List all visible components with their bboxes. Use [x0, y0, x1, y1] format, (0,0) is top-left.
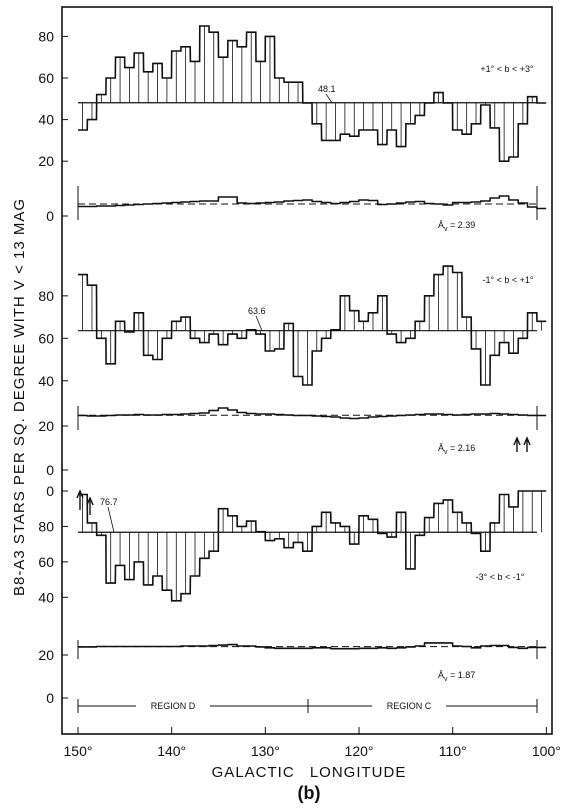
panel-3: 40 60 80 0 76.7 -3° < b < -1° Āv = 1.87 — [38, 483, 547, 683]
x-tick-label: 150° — [64, 743, 93, 759]
y-tick-label: 60 — [38, 554, 54, 570]
mean-label-leader — [325, 93, 333, 103]
extinction-y-tick-label: 0 — [46, 690, 54, 706]
extinction-y-tick-label: 20 — [38, 647, 54, 663]
plot-frame — [61, 6, 553, 735]
x-axis-ticks: 150° 140° 130° 120° 110° 100° — [64, 727, 561, 759]
extinction-step-line — [78, 407, 547, 420]
x-tick-label: 120° — [345, 743, 374, 759]
extinction-step-line — [78, 642, 547, 650]
y-tick-label: 60 — [38, 330, 54, 346]
y-tick-label: 40 — [38, 112, 54, 128]
star-count-step-line — [78, 265, 547, 386]
region-c-label-bg — [372, 699, 446, 713]
x-tick-label: 140° — [157, 743, 186, 759]
clipped-bin-arrow-head — [513, 436, 521, 446]
y-tick-label: 80 — [38, 288, 54, 304]
panel-1: 20 40 60 80 48.1 +1° < b < +3° Āv = 2.39 — [38, 25, 547, 233]
region-c-label: REGION C — [387, 701, 432, 711]
extinction-mean-label: Āv = 2.39 — [438, 220, 475, 233]
y-tick-label: 20 — [38, 153, 54, 169]
x-tick-label: 100° — [532, 743, 561, 759]
y-tick-label: 40 — [38, 373, 54, 389]
y-tick-label: 60 — [38, 70, 54, 86]
x-tick-label: 130° — [251, 743, 280, 759]
panel-latitude-label: -1° < b < +1° — [483, 275, 534, 285]
star-count-step-line — [78, 490, 547, 602]
mean-label: 76.7 — [100, 497, 118, 507]
mean-label-leader — [107, 506, 115, 533]
x-axis-label: GALACTIC LONGITUDE — [212, 764, 407, 781]
region-d-label: REGION D — [151, 701, 196, 711]
x-tick-label: 110° — [439, 743, 467, 759]
extinction-y-tick-label: 0 — [46, 208, 54, 224]
mean-label-leader — [255, 315, 263, 331]
extinction-mean-label: Āv = 2.16 — [438, 443, 475, 456]
extinction-y-tick-label: 0 — [46, 462, 54, 478]
figure-label: (b) — [298, 783, 321, 803]
extinction-mean-label: Āv = 1.87 — [438, 670, 475, 683]
star-count-step-line — [78, 25, 547, 162]
clipped-bin-arrow-head — [523, 436, 531, 446]
extinction-y-tick-label: 20 — [38, 418, 54, 434]
clipped-bin-arrow-head — [86, 496, 94, 506]
region-d-label-bg — [136, 699, 210, 713]
panel-2: 40 60 80 63.6 -1° < b < +1° Āv = 2.16 — [38, 265, 547, 456]
y-tick-label: 40 — [38, 589, 54, 605]
mean-label: 63.6 — [248, 306, 266, 316]
y-tick-label: 80 — [38, 518, 54, 534]
panel-latitude-label: -3° < b < -1° — [476, 572, 525, 582]
y-tick-label: 80 — [38, 28, 54, 44]
clipped-bin-arrow-head — [76, 489, 84, 499]
region-bar: REGION D REGION C — [77, 699, 538, 713]
y-axis-label: B8-A3 STARS PER SQ. DEGREE WITH V < 13 M… — [11, 198, 28, 596]
y-tick-label: 0 — [46, 483, 54, 499]
panels: 20 40 60 80 48.1 +1° < b < +3° Āv = 2.39 40 60 80… — [38, 25, 547, 706]
mean-label: 48.1 — [318, 84, 336, 94]
panel-latitude-label: +1° < b < +3° — [480, 64, 534, 74]
extinction-step-line — [78, 195, 547, 210]
